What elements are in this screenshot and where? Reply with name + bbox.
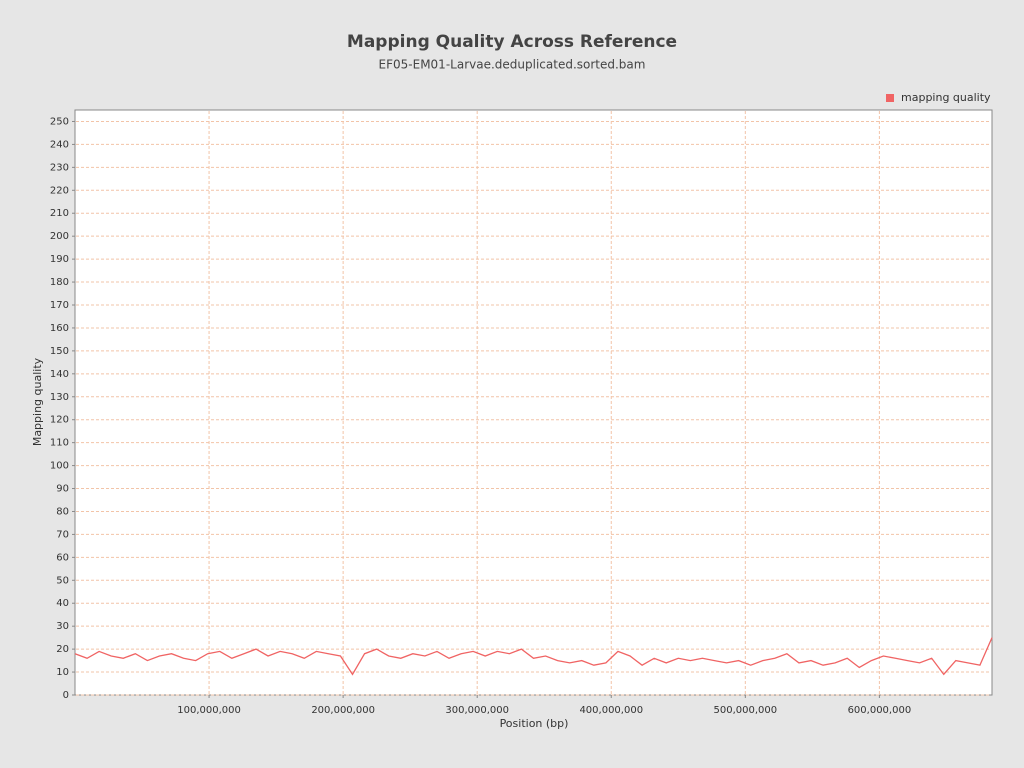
- y-tick-label: 240: [50, 139, 69, 150]
- y-tick-label: 130: [50, 392, 69, 403]
- y-tick-label: 10: [56, 667, 69, 678]
- chart-subtitle: EF05-EM01-Larvae.deduplicated.sorted.bam: [379, 58, 646, 72]
- x-tick-label: 100,000,000: [177, 705, 241, 716]
- y-tick-label: 90: [56, 484, 69, 495]
- x-tick-label: 400,000,000: [579, 705, 643, 716]
- y-tick-label: 190: [50, 254, 69, 265]
- y-tick-label: 80: [56, 506, 69, 517]
- y-tick-label: 170: [50, 300, 69, 311]
- chart-title: Mapping Quality Across Reference: [347, 32, 677, 52]
- y-tick-label: 50: [56, 575, 69, 586]
- y-tick-label: 150: [50, 346, 69, 357]
- y-tick-label: 0: [63, 690, 69, 701]
- y-tick-label: 110: [50, 438, 69, 449]
- legend-label: mapping quality: [901, 91, 991, 104]
- y-tick-label: 140: [50, 369, 69, 380]
- data-line: [74, 637, 993, 676]
- y-tick-label: 70: [56, 529, 69, 540]
- y-axis-label: Mapping quality: [31, 357, 44, 446]
- y-tick-label: 30: [56, 621, 69, 632]
- y-tick-label: 100: [50, 461, 69, 472]
- y-tick-label: 20: [56, 644, 69, 655]
- y-tick-label: 220: [50, 185, 69, 196]
- x-tick-label: 300,000,000: [445, 705, 509, 716]
- y-tick-label: 60: [56, 552, 69, 563]
- legend-swatch: [886, 94, 894, 102]
- x-tick-label: 500,000,000: [714, 705, 778, 716]
- y-tick-label: 40: [56, 598, 69, 609]
- y-tick-label: 180: [50, 277, 69, 288]
- x-tick-label: 200,000,000: [311, 705, 375, 716]
- x-tick-label: 600,000,000: [848, 705, 912, 716]
- x-axis-label: Position (bp): [500, 717, 569, 730]
- y-tick-label: 120: [50, 415, 69, 426]
- y-tick-label: 200: [50, 231, 69, 242]
- y-tick-label: 160: [50, 323, 69, 334]
- y-tick-label: 250: [50, 116, 69, 127]
- plot-area: [74, 109, 993, 696]
- y-tick-label: 210: [50, 208, 69, 219]
- y-tick-label: 230: [50, 162, 69, 173]
